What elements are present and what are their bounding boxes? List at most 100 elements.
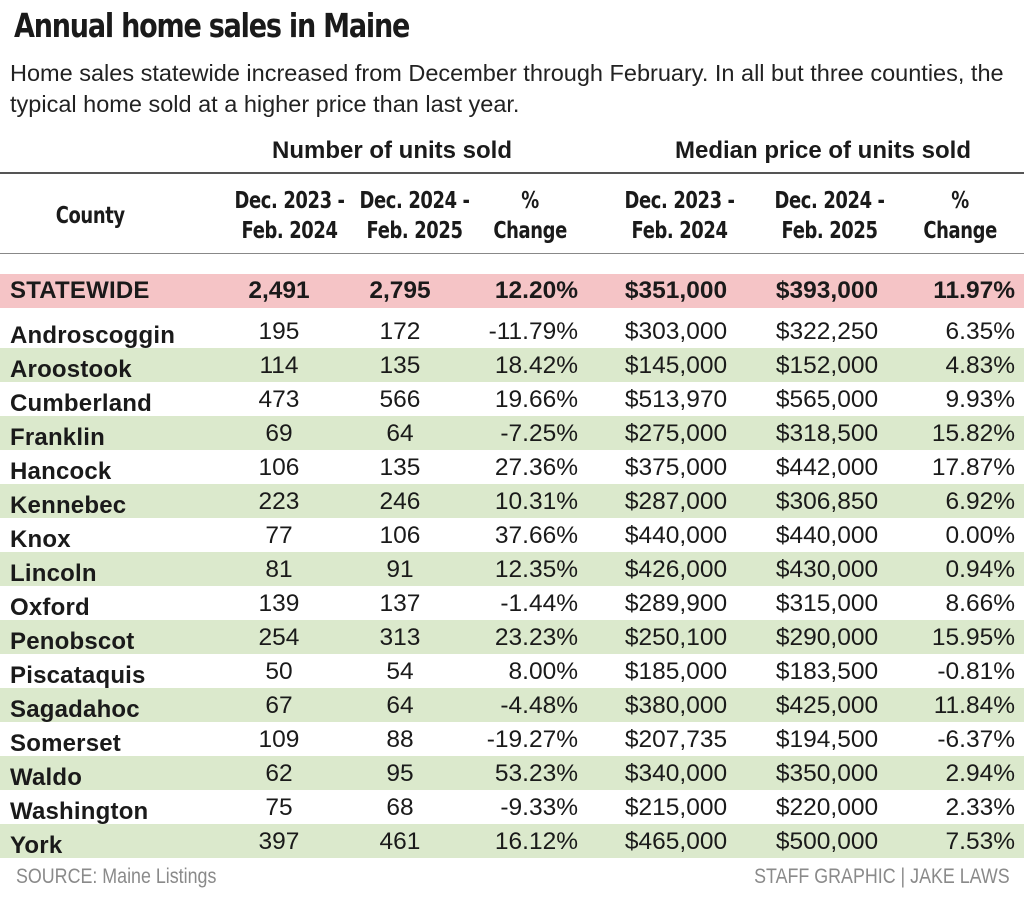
county-cell: York: [10, 832, 63, 859]
price-2024-cell: $145,000: [624, 352, 728, 379]
units-2025-cell: 135: [379, 454, 421, 481]
county-cell: Oxford: [10, 594, 90, 621]
units-2025-cell: 91: [386, 556, 414, 583]
price-2024-cell: $215,000: [624, 794, 728, 821]
units-2024-cell: 67: [265, 692, 293, 719]
price-2024-cell: $250,100: [624, 624, 728, 651]
price-2024-cell: $185,000: [624, 658, 728, 685]
units-2025-cell: 172: [379, 318, 421, 345]
units-2025-cell: 88: [386, 726, 414, 753]
group-header-units: Number of units sold: [272, 137, 512, 164]
county-cell: Hancock: [10, 458, 112, 485]
units-2025-cell: 106: [379, 522, 421, 549]
price-2024-cell: $380,000: [624, 692, 728, 719]
price-2025-cell: $315,000: [775, 590, 879, 617]
units-2024-cell: 397: [258, 828, 300, 855]
units-2024-cell: 139: [258, 590, 300, 617]
units-2025-cell: 64: [386, 692, 414, 719]
price-2025-cell: $350,000: [775, 760, 879, 787]
table-row: Knox 77 106 37.66% $440,000 $440,000 0.00%: [0, 518, 1024, 553]
price-2024-cell: $340,000: [624, 760, 728, 787]
units-2024-cell: 254: [258, 624, 300, 651]
price-change-cell: 6.92%: [945, 488, 1015, 515]
price-change-cell: 2.33%: [945, 794, 1015, 821]
table-row: Penobscot 254 313 23.23% $250,100 $290,000 15.…: [0, 620, 1024, 655]
price-2025-cell: $183,500: [775, 658, 879, 685]
units-change-cell: 37.66%: [494, 522, 578, 549]
table-row: Aroostook 114 135 18.42% $145,000 $152,000 4.8…: [0, 348, 1024, 383]
county-cell: Sagadahoc: [10, 696, 140, 723]
units-change-cell: 19.66%: [494, 386, 578, 413]
table-row: Waldo 62 95 53.23% $340,000 $350,000 2.94%: [0, 756, 1024, 791]
price-2025-cell: $393,000: [775, 277, 879, 304]
units-2025-cell: 246: [379, 488, 421, 515]
price-2024-cell: $289,900: [624, 590, 728, 617]
units-change-cell: -9.33%: [500, 794, 578, 821]
price-2025-cell: $500,000: [775, 828, 879, 855]
units-2025-cell: 313: [379, 624, 421, 651]
units-change-cell: 23.23%: [494, 624, 578, 651]
units-2024-cell: 195: [258, 318, 300, 345]
table-row: Franklin 69 64 -7.25% $275,000 $318,500 15.82%: [0, 416, 1024, 451]
units-2024-cell: 50: [265, 658, 293, 685]
price-change-cell: 6.35%: [945, 318, 1015, 345]
price-2024-cell: $351,000: [624, 277, 728, 304]
price-change-cell: 4.83%: [945, 352, 1015, 379]
statewide-row: STATEWIDE 2,491 2,795 12.20% $351,000 $393,00…: [0, 274, 1024, 308]
price-change-cell: 0.00%: [945, 522, 1015, 549]
price-2024-cell: $287,000: [624, 488, 728, 515]
county-cell: Waldo: [10, 764, 83, 791]
table-row: Lincoln 81 91 12.35% $426,000 $430,000 0.94%: [0, 552, 1024, 587]
units-2025-cell: 54: [386, 658, 414, 685]
units-change-cell: 53.23%: [494, 760, 578, 787]
table-row: Oxford 139 137 -1.44% $289,900 $315,000 8.66%: [0, 586, 1024, 621]
price-2025-cell: $220,000: [775, 794, 879, 821]
group-header-price: Median price of units sold: [674, 137, 972, 164]
units-change-cell: 12.35%: [494, 556, 578, 583]
chart-subtitle: Home sales statewide increased from Dece…: [10, 60, 1004, 117]
price-change-cell: -6.37%: [937, 726, 1015, 753]
price-2025-cell: $440,000: [775, 522, 879, 549]
units-2025-cell: 64: [386, 420, 414, 447]
price-2024-cell: $207,735: [624, 726, 728, 753]
county-cell: Somerset: [10, 730, 121, 757]
units-2025-cell: 68: [386, 794, 414, 821]
county-cell: Lincoln: [10, 560, 97, 587]
price-2025-cell: $425,000: [775, 692, 879, 719]
price-2024-cell: $440,000: [624, 522, 728, 549]
units-change-cell: 8.00%: [508, 658, 578, 685]
county-cell: Aroostook: [10, 356, 132, 383]
price-2025-cell: $194,500: [775, 726, 879, 753]
price-2025-cell: $442,000: [775, 454, 879, 481]
county-cell: Androscoggin: [10, 322, 176, 349]
units-change-cell: 12.20%: [494, 277, 578, 304]
price-change-cell: 15.82%: [931, 420, 1015, 447]
table-row: Washington 75 68 -9.33% $215,000 $220,000 2.33…: [0, 790, 1024, 825]
units-change-cell: 18.42%: [494, 352, 578, 379]
price-2024-cell: $375,000: [624, 454, 728, 481]
price-2024-cell: $275,000: [624, 420, 728, 447]
units-2025-cell: 566: [379, 386, 421, 413]
county-cell: Washington: [10, 798, 149, 825]
price-change-cell: -0.81%: [937, 658, 1015, 685]
price-2025-cell: $290,000: [775, 624, 879, 651]
price-change-cell: 0.94%: [945, 556, 1015, 583]
units-change-cell: 10.31%: [494, 488, 578, 515]
units-change-cell: -7.25%: [500, 420, 578, 447]
units-2024-cell: 75: [265, 794, 293, 821]
price-change-cell: 11.84%: [933, 692, 1015, 719]
price-2024-cell: $465,000: [624, 828, 728, 855]
units-2025-cell: 461: [379, 828, 421, 855]
county-cell: Knox: [10, 526, 71, 553]
units-change-cell: -19.27%: [486, 726, 578, 753]
column-header-county: County: [55, 203, 125, 229]
county-cell: Cumberland: [10, 390, 153, 417]
price-2025-cell: $430,000: [775, 556, 879, 583]
units-change-cell: 27.36%: [494, 454, 578, 481]
column-header-price-change: % Change: [923, 188, 997, 244]
units-2024-cell: 114: [259, 352, 299, 379]
source-note: SOURCE: Maine Listings: [16, 865, 217, 888]
column-header-units-change: % Change: [493, 188, 567, 244]
units-2024-cell: 106: [258, 454, 300, 481]
price-2025-cell: $152,000: [775, 352, 879, 379]
